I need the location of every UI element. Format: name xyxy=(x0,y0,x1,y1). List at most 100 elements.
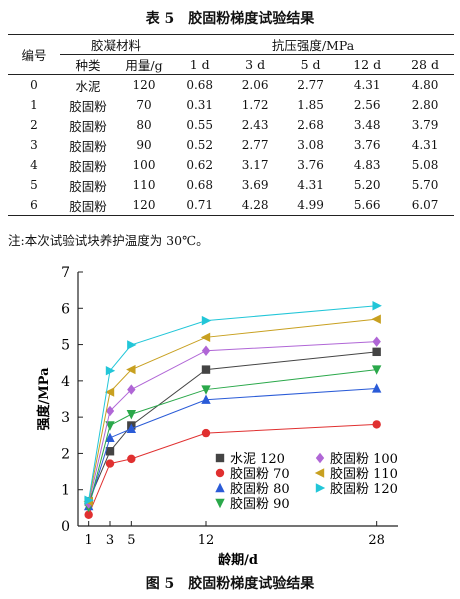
table-note: 注:本次试验试块养护温度为 30℃。 xyxy=(8,233,209,248)
data-point xyxy=(105,459,115,468)
header-age-12: 12 d xyxy=(338,54,397,75)
data-point xyxy=(84,510,93,519)
row-value: 5.66 xyxy=(338,195,397,216)
results-table: 编号 胶凝材料 抗压强度/MPa 种类 用量/g 1 d 3 d 5 d 12 … xyxy=(8,34,454,216)
data-point xyxy=(105,405,115,417)
row-dosage: 70 xyxy=(136,98,152,112)
x-tick-label: 5 xyxy=(127,533,135,548)
row-kind: 胶固粉 xyxy=(69,118,107,134)
row-value: 0.52 xyxy=(186,138,214,152)
header-kind: 种类 xyxy=(60,54,116,75)
data-series xyxy=(84,301,382,505)
data-point xyxy=(105,365,116,376)
x-tick-label: 1 xyxy=(85,533,93,548)
y-tick-label: 2 xyxy=(61,446,70,462)
data-point xyxy=(201,394,211,404)
row-value: 3.69 xyxy=(241,178,269,192)
row-dosage: 90 xyxy=(136,138,152,152)
y-tick-label: 6 xyxy=(61,301,70,317)
data-series xyxy=(84,420,381,519)
row-dosage: 80 xyxy=(136,118,152,132)
row-value: 3.76 xyxy=(353,138,381,152)
row-value: 0.71 xyxy=(172,195,228,216)
row-value: 2.68 xyxy=(297,118,324,132)
table-row: 1 胶固粉 70 0.31 1.72 1.85 2.56 2.80 xyxy=(8,95,454,115)
header-strength: 抗压强度/MPa xyxy=(172,34,454,55)
row-id: 0 xyxy=(30,78,38,92)
legend-item: 胶固粉 110 xyxy=(314,466,398,482)
row-value: 5.20 xyxy=(353,178,381,192)
row-value: 2.43 xyxy=(241,118,269,132)
data-point xyxy=(315,483,326,493)
row-value: 3.48 xyxy=(353,118,381,132)
data-point xyxy=(372,336,381,347)
legend-item: 胶固粉 100 xyxy=(315,451,398,467)
row-value: 5.08 xyxy=(411,158,439,172)
row-value: 4.28 xyxy=(227,195,283,216)
row-value: 2.77 xyxy=(297,78,324,92)
header-age-3: 3 d xyxy=(227,54,283,75)
table-row: 6 胶固粉 120 0.71 4.28 4.99 5.66 6.07 xyxy=(8,195,454,216)
y-tick-label: 1 xyxy=(61,483,70,499)
data-point xyxy=(84,495,94,505)
row-dosage: 110 xyxy=(132,178,156,192)
row-value: 6.07 xyxy=(396,195,454,216)
data-point xyxy=(314,468,325,478)
row-id: 5 xyxy=(30,178,38,192)
data-point xyxy=(315,452,325,464)
data-point xyxy=(215,482,225,493)
row-value: 4.31 xyxy=(297,178,324,192)
legend-label: 胶固粉 90 xyxy=(230,496,290,512)
row-id: 1 xyxy=(30,98,38,112)
data-point xyxy=(126,410,137,420)
row-value: 0.55 xyxy=(186,118,214,132)
row-kind: 胶固粉 xyxy=(69,138,107,154)
y-tick-label: 5 xyxy=(61,338,70,354)
data-point xyxy=(126,364,136,375)
x-tick-label: 28 xyxy=(368,533,385,548)
y-axis-label: 强度/MPa xyxy=(36,367,52,431)
header-id: 编号 xyxy=(8,34,60,75)
chart-series xyxy=(83,301,382,519)
row-value: 3.17 xyxy=(241,158,269,172)
row-value: 2.06 xyxy=(241,78,269,92)
data-point xyxy=(201,345,211,356)
table-row: 5 胶固粉 110 0.68 3.69 4.31 5.20 5.70 xyxy=(8,175,454,195)
header-age-1: 1 d xyxy=(172,54,228,75)
table-row: 3 胶固粉 90 0.52 2.77 3.08 3.76 4.31 xyxy=(8,135,454,155)
data-point xyxy=(372,420,381,429)
data-point xyxy=(371,383,382,393)
row-value: 0.68 xyxy=(186,178,214,192)
data-point xyxy=(201,315,212,326)
header-dosage: 用量/g xyxy=(116,54,172,75)
y-tick-label: 3 xyxy=(61,410,70,426)
row-value: 3.08 xyxy=(297,138,324,152)
row-dosage: 120 xyxy=(132,78,156,92)
row-value: 2.80 xyxy=(411,98,439,112)
table-row: 0 水泥 120 0.68 2.06 2.77 4.31 4.80 xyxy=(8,75,454,96)
row-value: 4.80 xyxy=(411,78,439,92)
legend-label: 胶固粉 80 xyxy=(230,481,290,497)
row-kind: 胶固粉 xyxy=(60,195,116,216)
data-point xyxy=(371,365,382,375)
data-point xyxy=(200,332,211,343)
header-material: 胶凝材料 xyxy=(60,34,172,55)
data-point xyxy=(215,498,225,509)
data-point xyxy=(104,387,115,397)
data-point xyxy=(372,301,382,311)
row-id: 2 xyxy=(30,118,38,132)
x-tick-label: 12 xyxy=(198,533,215,548)
data-point xyxy=(372,347,381,357)
row-id: 6 xyxy=(8,195,60,216)
legend-item: 胶固粉 90 xyxy=(215,496,290,512)
data-series xyxy=(83,383,382,511)
y-tick-label: 7 xyxy=(61,265,70,281)
table-title: 表 5 胶固粉梯度试验结果 xyxy=(145,11,315,27)
legend-label: 胶固粉 70 xyxy=(230,466,290,482)
row-value: 0.68 xyxy=(186,78,214,92)
table-body: 0 水泥 120 0.68 2.06 2.77 4.31 4.80 1 胶固粉 70 0.31 1.72… xyxy=(8,75,454,216)
data-point xyxy=(105,447,115,456)
row-dosage: 120 xyxy=(116,195,172,216)
